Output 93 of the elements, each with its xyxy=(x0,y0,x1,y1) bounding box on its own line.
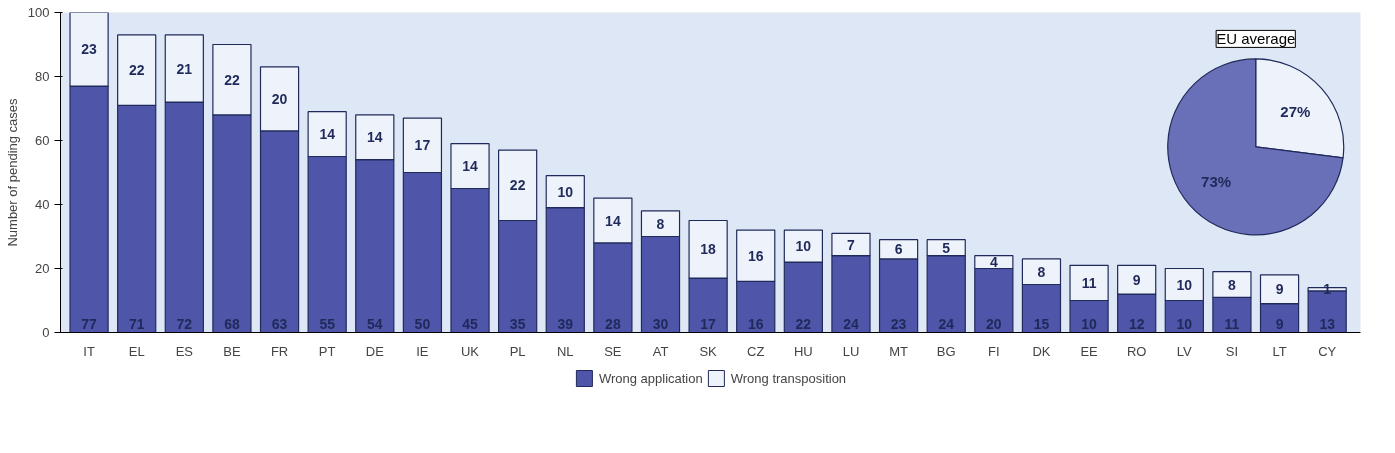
data-label: 23 xyxy=(81,41,98,58)
data-label: 10 xyxy=(1081,316,1098,333)
data-label: 55 xyxy=(319,316,336,333)
x-tick-label: EE xyxy=(1080,343,1099,359)
data-label: 14 xyxy=(319,126,336,143)
data-label: 50 xyxy=(414,316,431,333)
data-label: 10 xyxy=(795,238,812,255)
data-label: 63 xyxy=(271,316,288,333)
y-tick-label: 0 xyxy=(42,325,50,340)
data-label: 22 xyxy=(128,62,145,79)
data-label: 16 xyxy=(747,316,764,333)
y-tick-label: 20 xyxy=(35,261,50,276)
x-tick-label: LU xyxy=(842,343,860,359)
data-label: 17 xyxy=(414,137,431,154)
x-tick-label: SI xyxy=(1225,343,1239,359)
x-tick-label: ES xyxy=(175,343,194,359)
data-label: 10 xyxy=(1176,276,1193,293)
data-label: 39 xyxy=(557,316,574,333)
data-label: 15 xyxy=(1033,316,1050,333)
chart-title: EU average xyxy=(1216,30,1296,48)
data-label: 18 xyxy=(700,241,717,258)
data-label: 10 xyxy=(1176,316,1193,333)
data-label: 8 xyxy=(1037,263,1046,280)
data-label: 12 xyxy=(1128,316,1145,333)
x-tick-label: AT xyxy=(652,343,669,359)
x-tick-label: LV xyxy=(1176,343,1193,359)
y-tick-label: 100 xyxy=(27,5,50,20)
legend-label: Wrong transposition xyxy=(730,370,847,386)
data-label: 28 xyxy=(605,316,621,333)
data-label: 14 xyxy=(605,212,621,229)
data-label: 9 xyxy=(1275,316,1284,333)
data-label: 11 xyxy=(1081,274,1097,291)
data-label: 5 xyxy=(942,239,951,256)
x-tick-label: MT xyxy=(889,343,909,359)
x-tick-label: CZ xyxy=(747,343,765,359)
data-label: 22 xyxy=(795,316,812,333)
data-label: 45 xyxy=(462,316,479,333)
x-tick-label: SK xyxy=(699,343,718,359)
x-tick-label: DE xyxy=(365,343,385,359)
data-label: 9 xyxy=(1132,271,1141,288)
data-label: 20 xyxy=(271,90,288,107)
data-label: 68 xyxy=(224,316,240,333)
x-tick-label: LT xyxy=(1272,343,1287,359)
data-label: 21 xyxy=(176,60,193,77)
data-label: 6 xyxy=(894,241,903,258)
data-label: 11 xyxy=(1224,316,1240,333)
data-label: 24 xyxy=(938,316,955,333)
data-label: 17 xyxy=(700,316,717,333)
x-tick-label: BG xyxy=(936,343,956,359)
x-tick-label: EL xyxy=(128,343,145,359)
y-axis-title: Number of pending cases xyxy=(4,97,20,247)
data-label: 72 xyxy=(176,316,193,333)
data-label: 16 xyxy=(747,247,764,264)
data-label: 14 xyxy=(462,158,479,175)
x-tick-label: FI xyxy=(988,343,1000,359)
data-label: 7 xyxy=(847,236,856,253)
legend-label: Wrong application xyxy=(598,370,703,386)
data-label: 4 xyxy=(989,254,998,271)
x-tick-label: UK xyxy=(460,343,480,359)
data-label: 23 xyxy=(890,316,907,333)
y-tick-label: 80 xyxy=(35,69,50,84)
x-tick-label: IT xyxy=(83,343,95,359)
y-tick-label: 40 xyxy=(35,197,50,212)
data-label: 8 xyxy=(656,215,665,232)
x-tick-label: PL xyxy=(509,343,526,359)
data-label: 8 xyxy=(1228,276,1237,293)
x-tick-label: DK xyxy=(1032,343,1051,359)
x-tick-label: SE xyxy=(604,343,622,359)
data-label: 27% xyxy=(1280,103,1311,121)
x-tick-label: CY xyxy=(1318,343,1337,359)
data-label: 22 xyxy=(224,71,240,88)
y-tick-label: 60 xyxy=(35,133,50,148)
data-label: 13 xyxy=(1319,316,1336,333)
data-label: 20 xyxy=(986,316,1002,333)
data-label: 77 xyxy=(81,316,98,333)
x-tick-label: NL xyxy=(556,343,574,359)
data-label: 10 xyxy=(557,183,574,200)
data-label: 1 xyxy=(1323,281,1332,298)
data-label: 30 xyxy=(652,316,669,333)
data-label: 73% xyxy=(1201,173,1232,191)
data-label: 35 xyxy=(509,316,526,333)
data-label: 9 xyxy=(1275,281,1284,298)
data-label: 24 xyxy=(843,316,859,333)
x-tick-label: BE xyxy=(223,343,241,359)
x-tick-label: FR xyxy=(270,343,289,359)
data-label: 54 xyxy=(367,316,383,333)
x-tick-label: HU xyxy=(793,343,813,359)
data-label: 22 xyxy=(509,177,526,194)
data-label: 71 xyxy=(128,316,145,333)
x-tick-label: RO xyxy=(1126,343,1147,359)
x-tick-label: PT xyxy=(318,343,336,359)
x-tick-label: IE xyxy=(416,343,429,359)
data-label: 14 xyxy=(367,129,383,146)
